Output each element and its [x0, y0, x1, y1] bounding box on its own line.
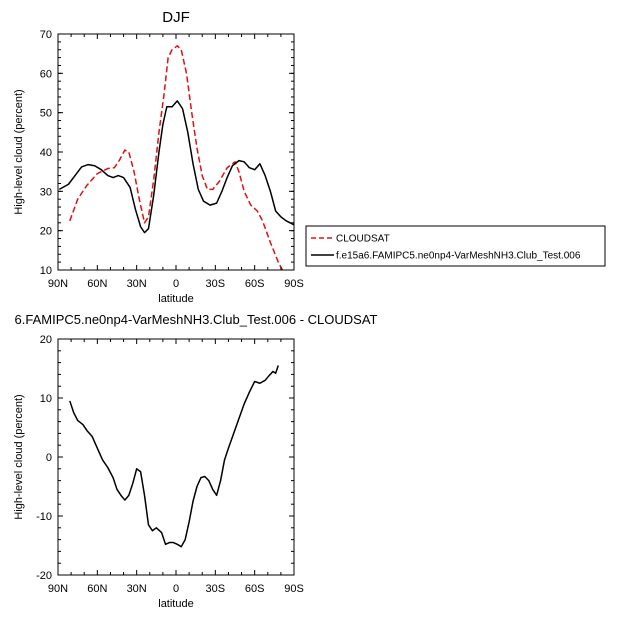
top-x-tick-label: 30S — [206, 278, 226, 290]
top-y-tick-label: 50 — [40, 108, 52, 120]
top-y-tick-label: 20 — [40, 226, 52, 238]
legend-box — [305, 225, 606, 267]
bottom-y-tick-label: 10 — [40, 393, 52, 405]
bottom-series-line-0 — [69, 365, 279, 548]
bottom-x-tick-label: 60S — [245, 583, 265, 595]
top-x-tick-label: 0 — [173, 278, 179, 290]
top-x-tick-label: 30N — [127, 278, 147, 290]
bottom-x-axis-label: latitude — [158, 598, 193, 610]
bottom-y-tick-label: -20 — [36, 570, 52, 582]
top-y-tick-label: 10 — [40, 265, 52, 277]
top-plot-frame — [57, 33, 295, 271]
top-x-tick-label: 60N — [87, 278, 107, 290]
top-chart-title: DJF — [162, 9, 190, 26]
top-y-tick-label: 70 — [40, 29, 52, 41]
bottom-x-tick-label: 90N — [48, 583, 68, 595]
bottom-x-tick-label: 0 — [173, 583, 179, 595]
bottom-y-axis-label: High-level cloud (percent) — [13, 394, 25, 519]
bottom-y-tick-label: 0 — [46, 452, 52, 464]
bottom-x-tick-label: 60N — [87, 583, 107, 595]
legend-label-cloudsat: CLOUDSAT — [336, 234, 390, 245]
top-x-tick-label: 90N — [48, 278, 68, 290]
top-series-line-0 — [69, 45, 284, 270]
top-series-line-1 — [58, 100, 294, 234]
bottom-chart: 6.FAMIPC5.ne0np4-VarMeshNH3.Club_Test.00… — [13, 312, 378, 610]
top-y-tick-label: 30 — [40, 186, 52, 198]
top-y-tick-label: 40 — [40, 147, 52, 159]
bottom-x-tick-label: 30N — [127, 583, 147, 595]
bottom-y-tick-label: -10 — [36, 511, 52, 523]
bottom-plot-frame — [57, 338, 295, 576]
top-x-tick-label: 90S — [284, 278, 304, 290]
top-y-axis-label: High-level cloud (percent) — [13, 89, 25, 214]
legend-label-model: f.e15a6.FAMIPC5.ne0np4-VarMeshNH3.Club_T… — [336, 251, 581, 262]
top-x-tick-label: 60S — [245, 278, 265, 290]
bottom-x-tick-label: 30S — [206, 583, 226, 595]
top-chart: DJF 90N 60N 30N 0 30S 60S 90S 10 20 30 40 50 60 70 lat… — [13, 9, 304, 305]
bottom-x-tick-label: 90S — [284, 583, 304, 595]
bottom-chart-title: 6.FAMIPC5.ne0np4-VarMeshNH3.Club_Test.00… — [15, 312, 378, 327]
top-y-tick-label: 60 — [40, 68, 52, 80]
bottom-y-tick-label: 20 — [40, 334, 52, 346]
top-x-axis-label: latitude — [158, 293, 193, 305]
legend: CLOUDSAT f.e15a6.FAMIPC5.ne0np4-VarMeshN… — [305, 225, 606, 267]
